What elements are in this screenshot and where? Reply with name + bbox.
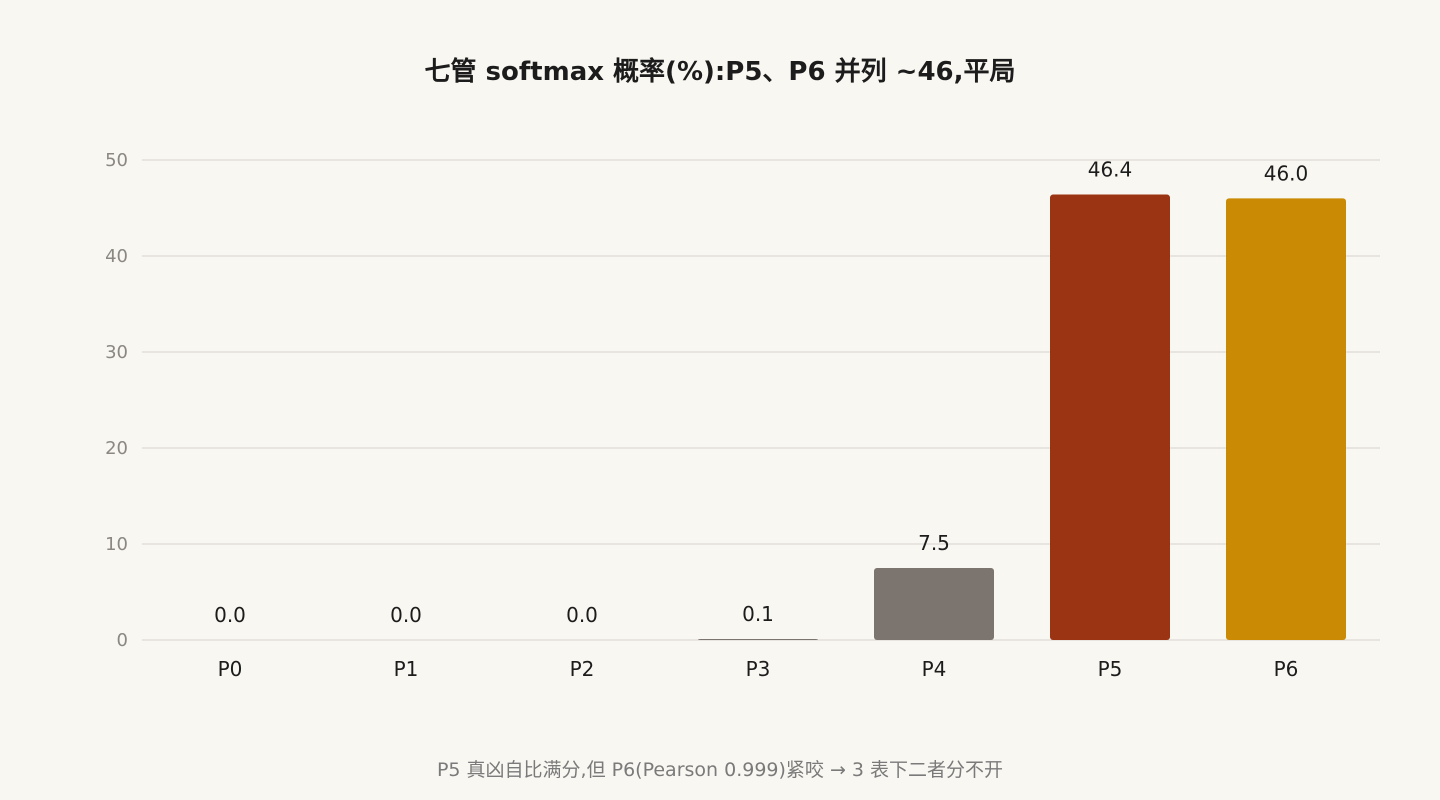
y-tick-label: 10 [105,534,128,555]
y-tick-label: 30 [105,342,128,363]
x-axis-ticks: P0 P1 P2 P3 P4 P5 P6 [218,657,1299,681]
gridlines [142,159,1380,641]
value-label-p2: 0.0 [566,603,598,627]
y-tick-label: 20 [105,438,128,459]
x-tick-label-p2: P2 [570,657,595,681]
x-tick-label-p0: P0 [218,657,243,681]
chart-title: 七管 softmax 概率(%):P5、P6 并列 ~46,平局 [424,56,1015,87]
bar-p3 [698,639,818,640]
bar-p5 [1050,194,1170,640]
value-labels: 0.0 0.0 0.0 0.1 7.5 46.4 46.0 [214,158,1308,627]
x-tick-label-p5: P5 [1098,657,1123,681]
x-tick-label-p6: P6 [1274,657,1299,681]
bar-p4 [874,568,994,640]
x-tick-label-p3: P3 [746,657,771,681]
y-tick-label: 40 [105,246,128,267]
bar-p6 [1226,198,1346,640]
y-tick-label: 50 [105,150,128,171]
value-label-p3: 0.1 [742,602,774,626]
value-label-p6: 46.0 [1264,161,1309,185]
value-label-p1: 0.0 [390,603,422,627]
value-label-p4: 7.5 [918,531,950,555]
bars [698,194,1346,640]
y-axis-ticks: 0 10 20 30 40 50 [105,150,128,651]
y-tick-label: 0 [117,630,128,651]
x-tick-label-p1: P1 [394,657,419,681]
value-label-p5: 46.4 [1088,158,1133,182]
x-tick-label-p4: P4 [922,657,947,681]
value-label-p0: 0.0 [214,603,246,627]
chart-footnote: P5 真凶自比满分,但 P6(Pearson 0.999)紧咬 → 3 表下二者… [437,759,1003,781]
